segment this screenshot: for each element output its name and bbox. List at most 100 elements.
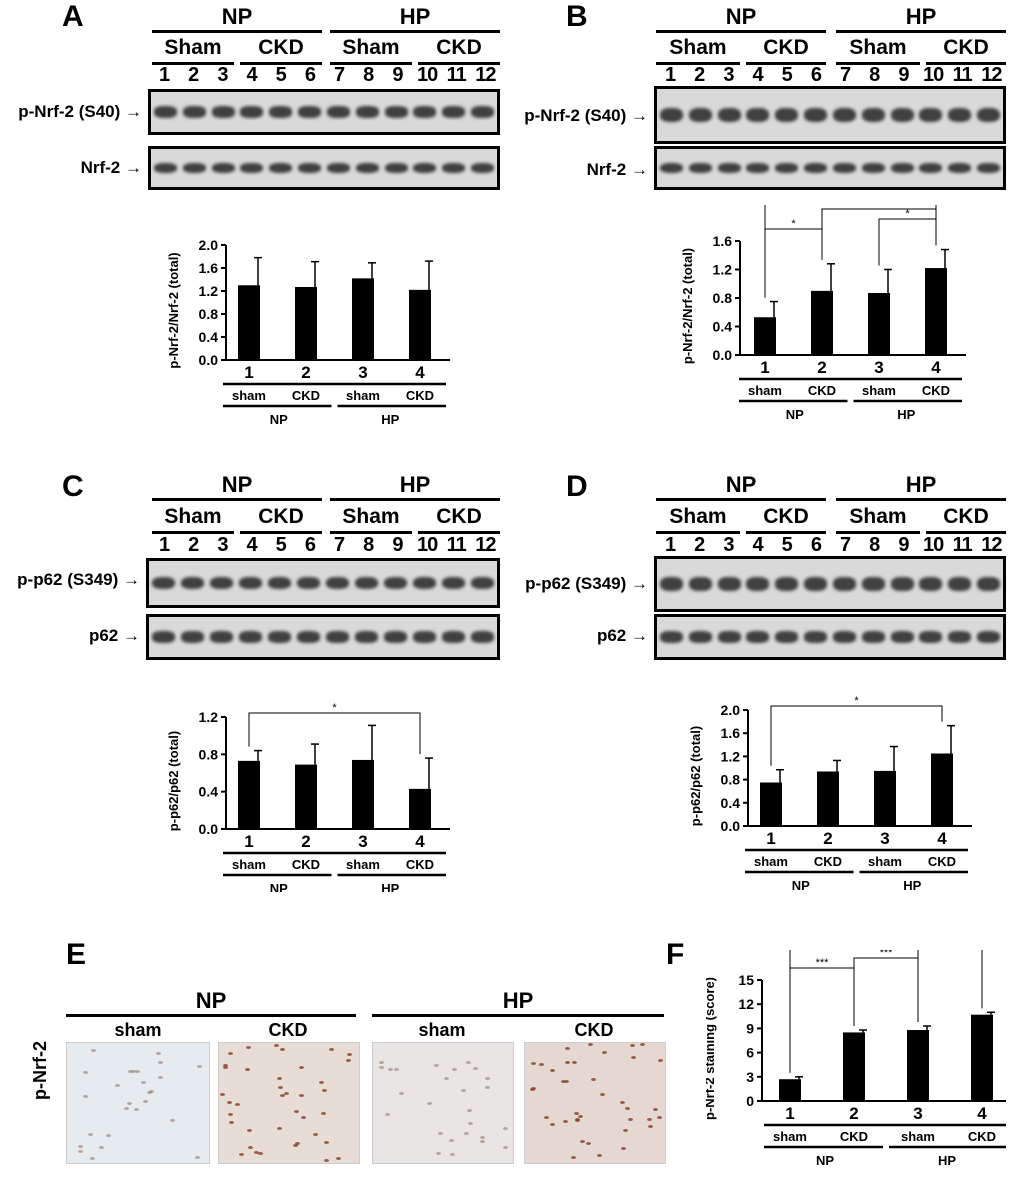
y-tick-label: 6 [746, 1045, 754, 1061]
blot-band [804, 631, 828, 643]
bar [352, 759, 374, 829]
lane-number: 9 [392, 64, 404, 86]
nucleus [323, 1141, 329, 1145]
bar [868, 293, 890, 355]
nucleus [485, 1085, 491, 1089]
group-line [836, 498, 1006, 501]
group-label: HP [905, 4, 937, 29]
group-line [66, 1014, 356, 1017]
y-tick-label: 0.0 [199, 352, 219, 368]
western-blot-image [146, 558, 500, 608]
group-label: NP [195, 988, 227, 1013]
lane-number: 12 [475, 64, 496, 86]
group-label: HP [938, 1153, 956, 1168]
blot-band [298, 162, 322, 174]
nucleus [248, 1145, 254, 1149]
nucleus [387, 1067, 393, 1071]
blot-band [182, 162, 206, 174]
lane-number: 7 [334, 534, 346, 556]
group-label: HP [502, 988, 534, 1013]
significance-label: * [905, 208, 910, 220]
nucleus [539, 1062, 545, 1066]
nucleus [300, 1115, 306, 1119]
blot-band [211, 106, 235, 118]
significance-label: *** [880, 950, 894, 959]
lane-number: 5 [275, 64, 287, 86]
y-tick-label: 0.4 [713, 319, 733, 335]
lane-number: 5 [275, 534, 287, 556]
western-blot-image [148, 89, 500, 135]
bracket-line [764, 228, 823, 298]
lane-number: 6 [304, 534, 316, 556]
nucleus [543, 1116, 549, 1120]
lane-number: 8 [869, 64, 881, 86]
subgroup-line [746, 531, 826, 534]
nucleus [194, 1155, 200, 1159]
nucleus [228, 1120, 234, 1124]
lane-number: 12 [981, 534, 1002, 556]
lane-number: 2 [188, 64, 200, 86]
panel-letter: F [666, 938, 685, 971]
subgroup-line [836, 531, 920, 534]
nucleus [572, 1061, 578, 1065]
nucleus [657, 1058, 663, 1062]
blot-label: p62 → [596, 626, 648, 645]
nucleus [480, 1139, 486, 1143]
bracket-line [770, 705, 943, 766]
lane-number: 1 [159, 64, 171, 86]
nucleus [223, 1066, 229, 1070]
group-label: HP [903, 878, 921, 892]
x-tick-label: 4 [415, 832, 425, 851]
x-tick-label: 1 [766, 829, 775, 848]
nucleus [274, 1043, 280, 1047]
blot-band [412, 631, 437, 643]
nucleus [599, 1093, 605, 1097]
subgroup-line [656, 531, 740, 534]
lane-number: 6 [810, 64, 822, 86]
bar [754, 317, 776, 355]
nucleus [220, 1092, 226, 1096]
bar [907, 1030, 929, 1101]
bar-chart-c: 0.0 0.4 0.8 1.2 p-p62/p62 (total) 1 sham 2 CKD 3 s… [166, 702, 450, 892]
condition-label: CKD [406, 388, 434, 403]
nucleus [628, 1117, 634, 1121]
group-line [656, 30, 826, 33]
subgroup-line [836, 62, 920, 65]
nucleus [90, 1048, 96, 1052]
nucleus [502, 1127, 508, 1131]
y-axis-label: p-Nrf-2 staining (score) [706, 977, 717, 1120]
subgroup-label: Sham [164, 36, 222, 59]
nucleus [277, 1076, 283, 1080]
blot-band [153, 162, 177, 174]
y-tick-label: 1.6 [199, 260, 219, 276]
blot-band [240, 162, 264, 174]
blot-band [269, 106, 293, 118]
nucleus [246, 1046, 252, 1050]
blot-band [383, 631, 408, 643]
bracket-line [853, 957, 919, 1027]
nucleus [379, 1060, 385, 1064]
condition-label: CKD [840, 1129, 868, 1144]
nucleus [443, 1077, 449, 1081]
western-blot-image [146, 614, 500, 660]
panel-letter: E [66, 938, 87, 971]
nucleus [280, 1093, 286, 1097]
y-tick-label: 1.2 [721, 748, 741, 764]
subgroup-label: CKD [258, 505, 304, 528]
blot-band [354, 631, 379, 643]
lane-number: 10 [416, 64, 438, 86]
condition-label: CKD [928, 854, 956, 869]
x-tick-label: 3 [358, 832, 367, 851]
y-tick-label: 2.0 [199, 237, 219, 253]
significance-bracket: * [878, 208, 937, 266]
blot-band [298, 106, 322, 118]
blot-band [267, 576, 292, 590]
group-label: NP [786, 407, 804, 422]
group-label: NP [270, 412, 288, 427]
nucleus [149, 1089, 154, 1093]
nucleus [298, 1065, 304, 1069]
blot-band [211, 162, 235, 174]
blot-band [890, 577, 914, 591]
blot-band [659, 162, 683, 174]
blot-label: Nrf-2 → [80, 158, 142, 177]
